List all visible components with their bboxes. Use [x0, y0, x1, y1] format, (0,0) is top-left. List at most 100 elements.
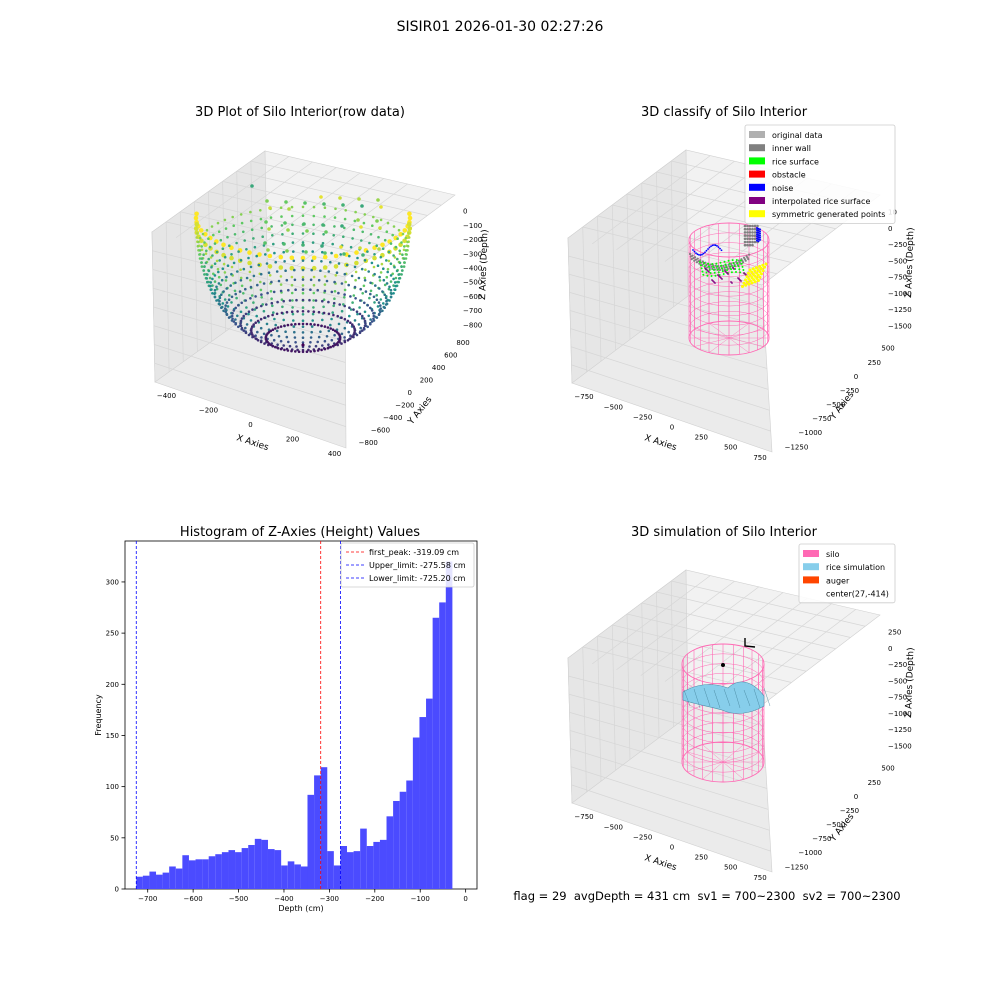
raw-data-point [350, 274, 354, 278]
raw-data-point [392, 292, 395, 295]
raw-data-point [234, 281, 237, 285]
raw-data-point [248, 270, 252, 274]
classify-z-tick: −500 [888, 257, 907, 265]
raw-data-point [351, 323, 354, 326]
raw-data-point [232, 224, 235, 227]
y-tick-label: 300 [106, 578, 119, 586]
raw-data-point [237, 250, 240, 253]
raw-data-point [379, 205, 383, 209]
inner-wall-point [730, 262, 733, 266]
raw-data-point [338, 335, 342, 338]
histogram-bar [426, 698, 433, 889]
raw-data-point [263, 342, 266, 345]
grid-line [152, 250, 346, 299]
raw-data-point [293, 330, 296, 334]
raw-data-point [321, 241, 325, 245]
raw-data-point [301, 268, 305, 272]
raw-data-point [216, 267, 220, 271]
noise-point [756, 227, 758, 229]
raw-data-point [260, 293, 263, 296]
inner-wall-point [747, 258, 750, 261]
raw-data-point [230, 301, 233, 304]
raw-data-point [397, 228, 401, 232]
raw-data-point [267, 314, 270, 318]
raw-data-point [402, 265, 406, 268]
raw-data-point [343, 317, 347, 321]
noise-point [757, 227, 760, 230]
raw-data-point [342, 235, 345, 238]
legend-label: original data [772, 131, 823, 140]
raw-data-point [363, 279, 367, 282]
raw-data-point [348, 254, 351, 258]
silo-ring [681, 673, 765, 714]
rice-surface-point [717, 271, 720, 274]
raw-data-point [333, 225, 336, 228]
raw-data-point [218, 296, 222, 300]
raw-data-point [226, 305, 230, 308]
raw-x-tick: 0 [248, 421, 252, 429]
raw-data-point [272, 338, 276, 342]
noise-point [756, 239, 758, 242]
raw-data-point [215, 285, 218, 289]
grid-line [236, 170, 428, 216]
inner-wall-point [691, 254, 694, 257]
raw-data-point [230, 253, 233, 256]
inner-wall-point [751, 227, 754, 231]
raw-data-point [194, 222, 200, 227]
raw-data-point [213, 280, 217, 283]
noise-point [756, 235, 758, 238]
noise-point [710, 245, 712, 248]
raw-data-point [377, 235, 380, 239]
raw-data-point [291, 241, 295, 244]
rice-surface-point [731, 259, 734, 262]
raw-data-point [309, 278, 313, 282]
grid-line [236, 171, 241, 322]
rice-surface-point [719, 261, 722, 264]
raw-data-point [300, 255, 306, 261]
raw-data-point [334, 274, 338, 277]
rice-mesh-line [703, 687, 711, 707]
raw-data-point [237, 304, 240, 307]
raw-data-point [301, 284, 305, 287]
raw-data-point [263, 241, 267, 245]
raw-data-point [269, 343, 273, 347]
raw-data-point [323, 275, 327, 278]
raw-data-point [404, 257, 408, 260]
inner-wall-point [698, 262, 701, 265]
grid-line [689, 597, 808, 688]
raw-data-point [285, 278, 289, 282]
raw-y-tick: −200 [395, 402, 414, 410]
grid-line [641, 602, 645, 749]
raw-data-point [348, 306, 351, 310]
histogram-bar [314, 775, 321, 889]
raw-data-point [244, 331, 248, 335]
rice-surface-point [740, 262, 743, 265]
rice-surface-point [728, 262, 731, 265]
raw-data-point [343, 226, 346, 230]
simulation-z-tick: −500 [888, 677, 907, 685]
raw-data-point [239, 324, 243, 328]
histogram-bar [300, 866, 308, 889]
raw-data-point [322, 298, 326, 302]
raw-data-point [290, 275, 294, 279]
raw-data-point [407, 236, 411, 239]
raw-data-point [369, 281, 372, 285]
raw-data-point [225, 287, 228, 290]
raw-data-point [235, 296, 238, 300]
raw-data-point [294, 322, 297, 326]
raw-data-point [301, 313, 305, 316]
classify-x-tick: −500 [604, 403, 623, 411]
raw-data-point [382, 267, 385, 271]
raw-data-point [220, 293, 223, 297]
histogram-bar [274, 850, 282, 889]
raw-data-point [373, 301, 376, 304]
symmetric-point [756, 268, 760, 272]
raw-data-point [321, 250, 324, 254]
grid-line [153, 325, 346, 385]
raw-data-point [259, 340, 263, 344]
raw-data-point [393, 281, 397, 284]
raw-data-point [354, 210, 357, 214]
raw-data-point [255, 306, 258, 310]
raw-data-point [389, 280, 393, 283]
grid-line [154, 362, 346, 427]
